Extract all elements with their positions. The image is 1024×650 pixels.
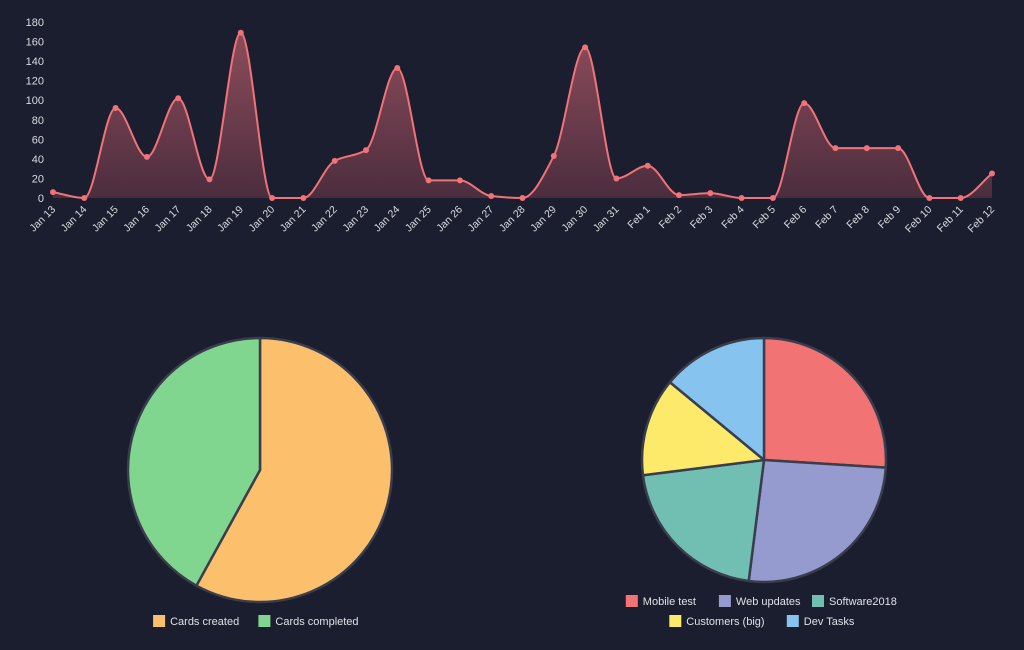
legend-label[interactable]: Customers (big) — [686, 616, 764, 628]
data-point[interactable] — [81, 195, 88, 201]
data-point[interactable] — [707, 190, 714, 197]
y-tick-label: 20 — [32, 173, 44, 185]
y-tick-label: 160 — [26, 37, 44, 49]
data-point[interactable] — [676, 192, 682, 199]
pie-slice[interactable] — [668, 336, 766, 462]
legend-label[interactable]: Cards created — [170, 616, 239, 628]
data-point[interactable] — [456, 177, 463, 184]
y-tick-label: 120 — [26, 76, 44, 88]
boards-pie-chart: Mobile test Web updates Software2018 Custom… — [625, 336, 897, 628]
x-tick-label: Jan 22 — [309, 204, 340, 235]
y-tick-label: 80 — [32, 115, 44, 127]
data-point[interactable] — [363, 147, 369, 154]
data-point[interactable] — [269, 195, 276, 201]
data-point[interactable] — [926, 195, 933, 201]
y-tick-label: 140 — [26, 56, 44, 68]
x-tick-label: Feb 6 — [782, 204, 810, 232]
legend-swatch[interactable] — [258, 615, 271, 627]
legend-label[interactable]: Web updates — [736, 596, 801, 608]
data-point[interactable] — [143, 153, 150, 160]
x-tick-label: Jan 31 — [591, 204, 622, 235]
y-tick-label: 60 — [32, 134, 44, 146]
x-tick-label: Feb 11 — [935, 204, 966, 235]
data-point[interactable] — [394, 64, 401, 71]
x-tick-label: Jan 19 — [215, 204, 246, 235]
data-point[interactable] — [769, 195, 776, 201]
x-tick-label: Feb 2 — [657, 204, 685, 232]
data-point[interactable] — [801, 100, 808, 107]
legend-swatch[interactable] — [669, 615, 682, 627]
legend-label[interactable]: Cards completed — [275, 616, 358, 628]
pie-slice[interactable] — [195, 336, 394, 604]
legend-label[interactable]: Mobile test — [643, 596, 696, 608]
y-tick-label: 180 — [26, 17, 44, 29]
x-tick-label: Jan 20 — [246, 204, 277, 235]
x-tick-label: Feb 10 — [903, 204, 935, 236]
data-point[interactable] — [300, 195, 307, 201]
pie-slice[interactable] — [747, 458, 888, 584]
data-point[interactable] — [237, 29, 244, 36]
pie-slice[interactable] — [641, 458, 766, 583]
y-tick-label: 100 — [26, 95, 44, 107]
x-tick-label: Jan 24 — [372, 204, 403, 235]
data-point[interactable] — [425, 177, 432, 184]
pie-slice[interactable] — [126, 336, 262, 587]
x-tick-label: Feb 9 — [876, 204, 904, 232]
area-fill — [53, 32, 992, 198]
x-tick-label: Feb 3 — [688, 204, 716, 232]
x-tick-label: Jan 30 — [559, 204, 590, 235]
data-point[interactable] — [895, 145, 902, 152]
data-point[interactable] — [832, 145, 839, 152]
data-point[interactable] — [613, 175, 620, 182]
x-tick-label: Jan 15 — [90, 204, 121, 235]
x-tick-label: Feb 5 — [751, 204, 779, 232]
data-point[interactable] — [331, 157, 338, 164]
legend-swatch[interactable] — [153, 615, 166, 627]
x-tick-label: Jan 16 — [121, 204, 152, 235]
x-tick-label: Jan 26 — [434, 204, 465, 235]
x-tick-label: Jan 17 — [153, 204, 184, 235]
data-point[interactable] — [582, 44, 589, 51]
pie-slice[interactable] — [640, 380, 766, 477]
x-tick-label: Jan 13 — [27, 204, 58, 235]
cards-pie-chart: Cards created Cards completed — [126, 336, 394, 628]
data-point[interactable] — [112, 105, 119, 112]
x-tick-label: Feb 7 — [813, 204, 841, 232]
y-tick-label: 0 — [38, 193, 44, 205]
data-point[interactable] — [206, 176, 213, 183]
data-point[interactable] — [488, 193, 495, 200]
x-tick-label: Jan 25 — [403, 204, 434, 235]
x-tick-label: Feb 1 — [625, 204, 653, 232]
legend-label[interactable]: Software2018 — [829, 596, 897, 608]
legend-swatch[interactable] — [786, 615, 799, 627]
legend-swatch[interactable] — [812, 595, 824, 607]
x-tick-label: Feb 4 — [719, 204, 747, 232]
data-point[interactable] — [644, 162, 651, 169]
y-tick-label: 40 — [32, 154, 44, 166]
x-tick-label: Jan 21 — [278, 204, 309, 235]
data-point[interactable] — [989, 170, 995, 177]
data-point[interactable] — [863, 145, 870, 152]
pie-slice[interactable] — [762, 336, 888, 469]
data-point[interactable] — [550, 152, 557, 159]
x-tick-label: Feb 8 — [844, 204, 872, 232]
x-tick-label: Jan 14 — [59, 204, 90, 235]
data-point[interactable] — [50, 189, 56, 196]
x-tick-label: Jan 23 — [340, 204, 371, 235]
x-tick-label: Jan 18 — [184, 204, 215, 235]
data-point[interactable] — [957, 195, 964, 201]
x-tick-label: Feb 12 — [966, 204, 998, 236]
x-tick-label: Jan 28 — [497, 204, 528, 235]
data-point[interactable] — [175, 95, 182, 102]
x-tick-label: Jan 27 — [466, 204, 497, 235]
data-point[interactable] — [519, 195, 526, 201]
legend-label[interactable]: Dev Tasks — [804, 616, 855, 628]
legend-swatch[interactable] — [718, 595, 731, 607]
x-tick-label: Jan 29 — [528, 204, 559, 235]
legend-swatch[interactable] — [625, 595, 638, 607]
data-point[interactable] — [738, 195, 745, 201]
